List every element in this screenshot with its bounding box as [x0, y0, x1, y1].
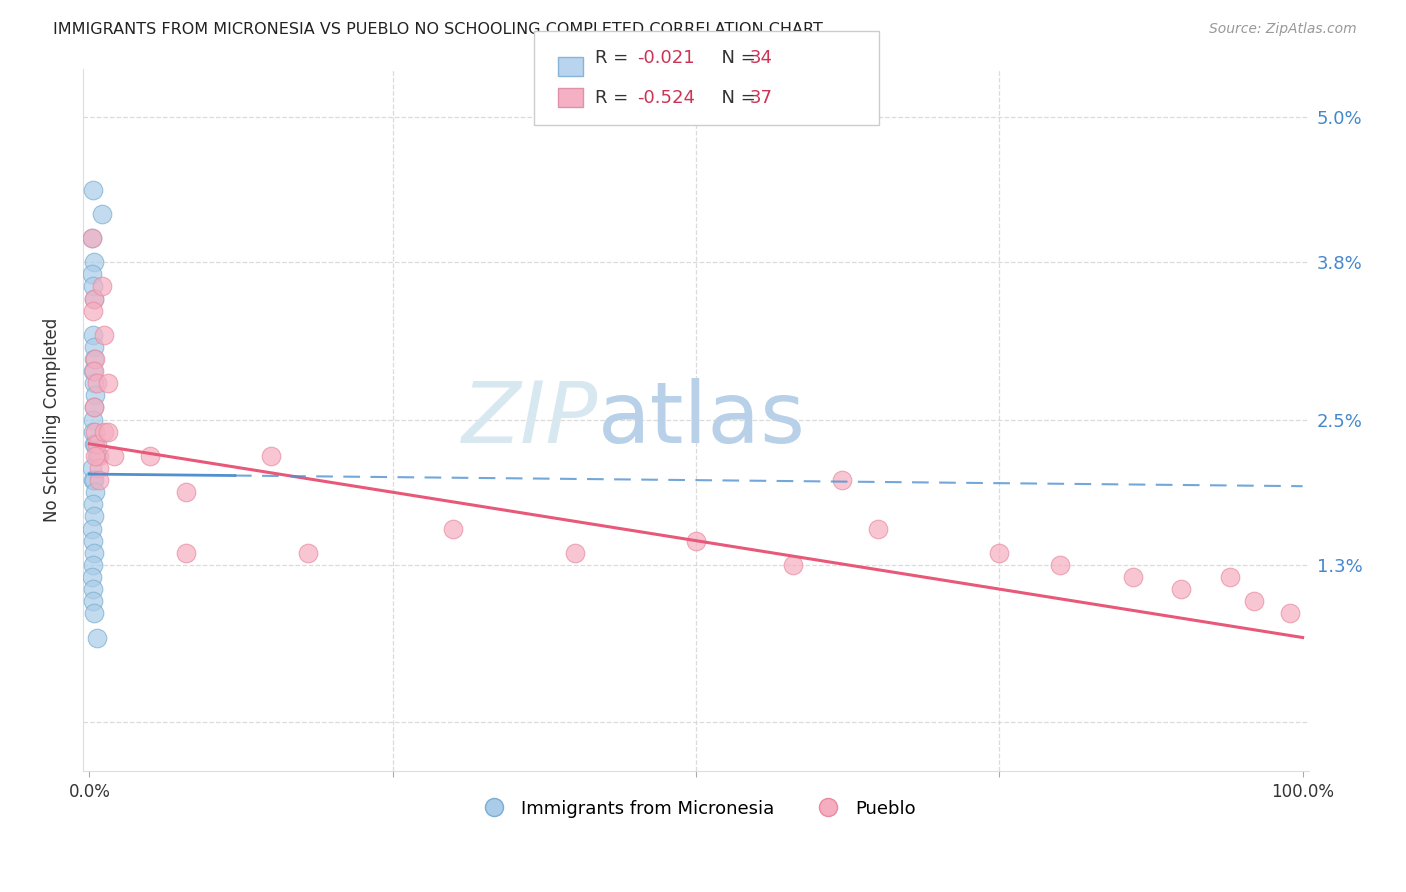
Point [86, 376, 108, 391]
Point [82, 425, 104, 439]
Point [80, 268, 103, 282]
Point [87, 473, 110, 487]
Point [139, 449, 162, 463]
Point [84, 388, 107, 402]
Text: Source: ZipAtlas.com: Source: ZipAtlas.com [1209, 22, 1357, 37]
Point [564, 546, 586, 560]
Point [83, 509, 105, 524]
Point [83, 401, 105, 415]
Text: R =: R = [595, 49, 634, 67]
Point [80, 461, 103, 475]
Point [86, 631, 108, 645]
Point [82, 364, 104, 378]
Y-axis label: No Schooling Completed: No Schooling Completed [44, 318, 60, 522]
Text: R =: R = [595, 89, 634, 107]
Point [90, 279, 112, 293]
Point [83, 292, 105, 306]
Point [80, 570, 103, 584]
Text: 34: 34 [749, 49, 772, 67]
Point [176, 546, 198, 560]
Text: atlas: atlas [598, 378, 806, 461]
Point [1170, 582, 1192, 596]
Point [87, 449, 110, 463]
Text: 37: 37 [749, 89, 772, 107]
Point [82, 303, 104, 318]
Point [84, 437, 107, 451]
Point [84, 449, 107, 463]
Point [82, 473, 104, 487]
Text: ZIP: ZIP [461, 378, 598, 461]
Point [83, 401, 105, 415]
Point [84, 485, 107, 500]
Point [441, 522, 464, 536]
Point [83, 255, 105, 269]
Point [84, 352, 107, 367]
Point [83, 340, 105, 354]
Point [83, 473, 105, 487]
Point [297, 546, 319, 560]
Point [1122, 570, 1144, 584]
Point [84, 425, 107, 439]
Point [83, 364, 105, 378]
Point [86, 437, 108, 451]
Point [80, 522, 103, 536]
Point [93, 425, 115, 439]
Point [82, 327, 104, 342]
Point [1243, 594, 1265, 608]
Text: N =: N = [710, 49, 762, 67]
Point [82, 594, 104, 608]
Point [82, 558, 104, 572]
Point [82, 279, 104, 293]
Point [83, 546, 105, 560]
Point [83, 376, 105, 391]
Point [1049, 558, 1071, 572]
Point [83, 607, 105, 621]
Point [82, 412, 104, 426]
Point [90, 207, 112, 221]
Point [82, 183, 104, 197]
Point [86, 449, 108, 463]
Point [97, 376, 120, 391]
Point [82, 497, 104, 511]
Point [83, 292, 105, 306]
Point [82, 582, 104, 596]
Point [103, 449, 125, 463]
Point [83, 437, 105, 451]
Point [80, 231, 103, 245]
Point [80, 231, 103, 245]
Point [97, 425, 120, 439]
Text: N =: N = [710, 89, 762, 107]
Point [176, 485, 198, 500]
Point [83, 352, 105, 367]
Text: IMMIGRANTS FROM MICRONESIA VS PUEBLO NO SCHOOLING COMPLETED CORRELATION CHART: IMMIGRANTS FROM MICRONESIA VS PUEBLO NO … [53, 22, 824, 37]
Text: -0.524: -0.524 [637, 89, 695, 107]
Point [685, 533, 707, 548]
Point [87, 461, 110, 475]
Point [1279, 607, 1302, 621]
Point [260, 449, 283, 463]
Text: -0.021: -0.021 [637, 49, 695, 67]
Point [866, 522, 889, 536]
Point [93, 327, 115, 342]
Legend: Immigrants from Micronesia, Pueblo: Immigrants from Micronesia, Pueblo [468, 792, 924, 825]
Point [1219, 570, 1241, 584]
Point [782, 558, 804, 572]
Point [988, 546, 1011, 560]
Point [82, 533, 104, 548]
Point [831, 473, 853, 487]
